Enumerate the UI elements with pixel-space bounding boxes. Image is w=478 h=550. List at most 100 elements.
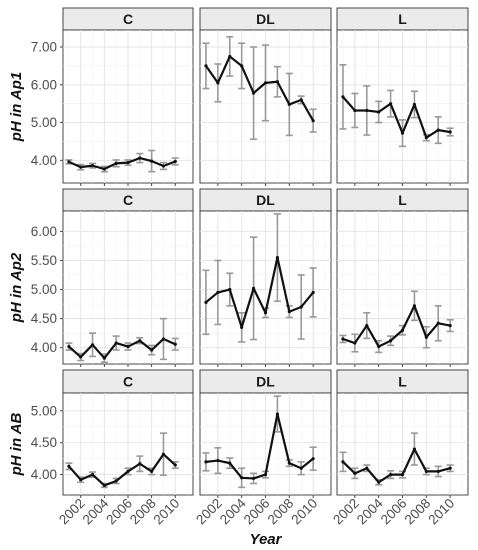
data-point <box>275 80 280 84</box>
data-point <box>126 161 130 165</box>
data-point <box>114 341 118 345</box>
data-point <box>299 305 303 309</box>
series-line <box>205 55 315 122</box>
data-point <box>251 476 256 481</box>
data-point <box>240 325 244 329</box>
data-point <box>388 473 393 477</box>
y-tick-label: 4.00 <box>31 340 57 355</box>
data-point <box>126 344 130 349</box>
x-tick-label: 2002 <box>193 496 225 528</box>
data-point <box>251 91 256 95</box>
x-axis-title: Year <box>250 531 283 548</box>
data-point <box>400 473 405 477</box>
data-point <box>204 460 208 464</box>
y-tick-label: 4.00 <box>31 467 57 482</box>
data-point <box>448 324 452 328</box>
facet-strip-label: L <box>398 11 407 27</box>
data-point <box>173 463 177 467</box>
data-point <box>287 461 291 465</box>
data-point <box>424 469 428 474</box>
data-point <box>263 81 268 85</box>
x-tick-label: 2010 <box>425 496 457 528</box>
y-tick-label: 4.50 <box>31 435 57 450</box>
data-point <box>102 483 106 488</box>
data-point <box>173 159 177 164</box>
data-point <box>311 119 315 123</box>
data-point <box>275 255 280 260</box>
data-point <box>341 337 345 341</box>
y-tick-label: 4.00 <box>31 153 57 168</box>
data-point <box>287 102 291 107</box>
data-point <box>161 452 166 456</box>
data-point <box>365 324 369 328</box>
data-point <box>287 310 291 314</box>
y-axis-title: pH in Ap2 <box>8 252 25 323</box>
facet-strip-label: DL <box>256 192 275 208</box>
data-point <box>311 457 315 461</box>
data-point <box>173 342 177 346</box>
data-point <box>228 461 232 465</box>
x-tick-label: 2006 <box>378 496 410 528</box>
facet-strip-label: C <box>123 192 133 208</box>
facet-strip-label: L <box>398 374 407 390</box>
data-point <box>79 165 83 169</box>
data-point <box>353 471 357 475</box>
data-point <box>299 98 303 102</box>
x-tick-label: 2010 <box>288 496 320 528</box>
y-tick-label: 5.50 <box>31 253 57 268</box>
series-line <box>68 156 176 171</box>
data-point <box>228 54 232 59</box>
data-point <box>161 337 166 341</box>
data-point <box>79 355 83 359</box>
data-point <box>365 466 369 470</box>
data-point <box>299 466 303 470</box>
data-point <box>216 81 220 85</box>
data-point <box>204 64 208 68</box>
data-point <box>353 108 357 113</box>
data-point <box>353 341 357 345</box>
data-point <box>150 348 154 352</box>
series-line <box>342 96 451 139</box>
data-point <box>377 344 381 349</box>
data-point <box>388 339 393 343</box>
data-point <box>138 339 142 343</box>
x-tick-label: 2006 <box>103 496 135 528</box>
x-tick-label: 2008 <box>127 496 159 528</box>
data-point <box>90 343 95 347</box>
x-tick-label: 2008 <box>402 496 434 528</box>
y-axis-title: pH in Ap1 <box>8 72 25 142</box>
data-point <box>114 479 118 483</box>
y-axis-title: pH in AB <box>8 412 25 476</box>
data-point <box>240 476 244 480</box>
series-line <box>342 448 451 484</box>
y-tick-label: 5.00 <box>31 115 57 130</box>
data-point <box>412 304 417 308</box>
y-tick-label: 7.00 <box>31 40 57 55</box>
series-line <box>68 453 177 487</box>
data-point <box>161 164 166 168</box>
series-line <box>205 256 314 329</box>
data-point <box>377 480 381 484</box>
data-point <box>150 159 154 163</box>
y-tick-label: 5.00 <box>31 403 57 418</box>
data-point <box>436 128 440 132</box>
series-line <box>342 304 451 348</box>
series-line <box>205 412 314 480</box>
data-point <box>67 344 71 349</box>
data-point <box>138 156 142 160</box>
data-point <box>436 469 440 474</box>
data-point <box>79 478 83 482</box>
data-point <box>251 286 256 290</box>
facet-strip-label: L <box>398 192 407 208</box>
data-point <box>412 102 417 107</box>
data-point <box>436 321 440 325</box>
data-point <box>263 311 268 315</box>
y-tick-label: 5.00 <box>31 282 57 297</box>
data-point <box>114 161 118 165</box>
x-tick-label: 2002 <box>56 496 88 528</box>
x-tick-label: 2008 <box>265 496 297 528</box>
series-line <box>68 337 176 360</box>
data-point <box>240 64 244 68</box>
data-point <box>204 300 208 304</box>
data-point <box>365 108 369 113</box>
